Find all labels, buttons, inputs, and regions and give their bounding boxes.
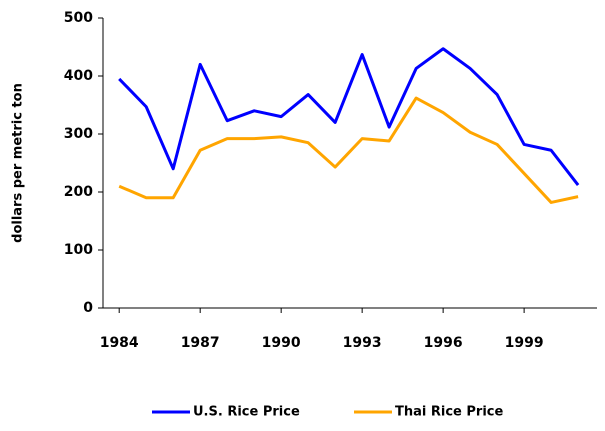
x-tick-label: 1999 — [505, 335, 544, 351]
y-tick-label: 100 — [64, 242, 93, 258]
x-tick-label: 1990 — [262, 335, 301, 351]
x-tick-label: 1987 — [181, 335, 220, 351]
y-tick-label: 200 — [64, 184, 93, 200]
legend-label: Thai Rice Price — [395, 405, 503, 420]
y-tick-label: 0 — [83, 300, 93, 316]
series-line — [118, 96, 579, 204]
y-tick-label: 500 — [64, 10, 93, 26]
x-tick-label: 1984 — [100, 335, 139, 351]
y-tick-label: 300 — [64, 126, 93, 142]
x-tick-label: 1996 — [424, 335, 463, 351]
series-line — [118, 47, 580, 186]
y-tick-label: 400 — [64, 68, 93, 84]
y-axis-label: dollars per metric ton — [11, 83, 26, 243]
legend-label: U.S. Rice Price — [193, 405, 300, 420]
x-tick-label: 1993 — [343, 335, 382, 351]
